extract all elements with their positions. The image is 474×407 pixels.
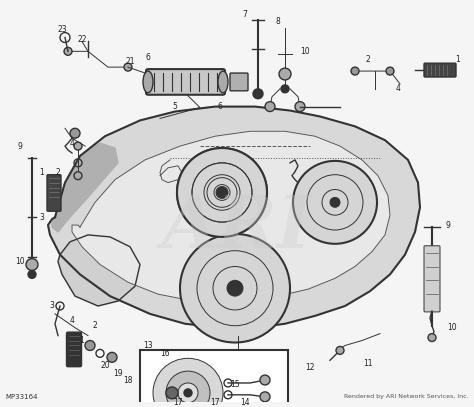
Text: 22: 22 xyxy=(77,35,87,44)
Text: 6: 6 xyxy=(146,53,150,62)
Circle shape xyxy=(124,63,132,71)
Circle shape xyxy=(428,334,436,341)
Ellipse shape xyxy=(218,71,228,93)
Text: 11: 11 xyxy=(363,359,373,368)
FancyBboxPatch shape xyxy=(424,246,440,312)
Text: 3: 3 xyxy=(50,302,55,311)
Circle shape xyxy=(281,85,289,93)
Circle shape xyxy=(180,234,290,343)
Text: 13: 13 xyxy=(143,341,153,350)
Text: 7: 7 xyxy=(243,10,247,19)
Circle shape xyxy=(227,280,243,296)
Text: 9: 9 xyxy=(446,221,450,230)
Circle shape xyxy=(64,47,72,55)
Polygon shape xyxy=(52,143,118,232)
Circle shape xyxy=(336,346,344,354)
Polygon shape xyxy=(72,131,390,302)
Text: 3: 3 xyxy=(39,212,45,222)
FancyBboxPatch shape xyxy=(66,332,82,367)
Circle shape xyxy=(70,128,80,138)
Text: 8: 8 xyxy=(275,17,281,26)
Text: 4: 4 xyxy=(70,139,74,148)
Text: 1: 1 xyxy=(80,336,84,345)
Text: 15: 15 xyxy=(230,381,240,389)
Circle shape xyxy=(85,341,95,350)
Circle shape xyxy=(74,172,82,179)
Text: Rendered by ARI Network Services, Inc.: Rendered by ARI Network Services, Inc. xyxy=(345,394,469,399)
Circle shape xyxy=(166,371,210,407)
FancyBboxPatch shape xyxy=(140,350,288,407)
Text: 9: 9 xyxy=(18,142,22,151)
Circle shape xyxy=(107,352,117,362)
Circle shape xyxy=(330,197,340,207)
Text: 2: 2 xyxy=(55,168,60,177)
Circle shape xyxy=(351,67,359,75)
Text: 10: 10 xyxy=(447,323,457,332)
Text: 5: 5 xyxy=(173,102,177,111)
Circle shape xyxy=(177,148,267,237)
Circle shape xyxy=(265,102,275,112)
Text: 17: 17 xyxy=(210,398,220,407)
Circle shape xyxy=(177,148,267,237)
Circle shape xyxy=(153,358,223,407)
Circle shape xyxy=(253,89,263,99)
Text: 19: 19 xyxy=(113,369,123,378)
Text: 12: 12 xyxy=(305,363,315,372)
Text: 10: 10 xyxy=(15,257,25,266)
Text: 4: 4 xyxy=(70,316,74,325)
Text: 14: 14 xyxy=(240,398,250,407)
Circle shape xyxy=(184,389,192,397)
Circle shape xyxy=(166,387,178,399)
Text: 17: 17 xyxy=(173,398,183,407)
Text: ARI: ARI xyxy=(162,192,312,263)
Text: 23: 23 xyxy=(57,25,67,34)
Text: 10: 10 xyxy=(300,47,310,56)
FancyBboxPatch shape xyxy=(230,73,248,91)
Circle shape xyxy=(74,142,82,150)
Circle shape xyxy=(260,375,270,385)
Circle shape xyxy=(26,258,38,271)
Text: 1: 1 xyxy=(456,55,460,64)
Circle shape xyxy=(386,67,394,75)
Circle shape xyxy=(279,68,291,80)
Circle shape xyxy=(28,271,36,278)
Text: 20: 20 xyxy=(100,361,110,370)
Circle shape xyxy=(295,102,305,112)
Circle shape xyxy=(178,383,198,403)
Text: 4: 4 xyxy=(396,84,401,93)
Circle shape xyxy=(293,161,377,244)
FancyBboxPatch shape xyxy=(146,69,225,95)
Text: 6: 6 xyxy=(218,102,222,111)
Text: MP33164: MP33164 xyxy=(5,394,37,400)
Ellipse shape xyxy=(143,71,153,93)
Text: 18: 18 xyxy=(123,376,133,385)
Text: 2: 2 xyxy=(365,55,370,64)
Circle shape xyxy=(216,186,228,198)
FancyBboxPatch shape xyxy=(424,63,456,77)
Text: 16: 16 xyxy=(160,349,170,358)
FancyBboxPatch shape xyxy=(47,175,61,211)
Polygon shape xyxy=(48,107,420,328)
Text: 21: 21 xyxy=(125,57,135,66)
Circle shape xyxy=(260,405,270,407)
Text: 1: 1 xyxy=(40,168,45,177)
Circle shape xyxy=(260,392,270,402)
Polygon shape xyxy=(58,235,140,306)
Text: 2: 2 xyxy=(92,321,97,330)
